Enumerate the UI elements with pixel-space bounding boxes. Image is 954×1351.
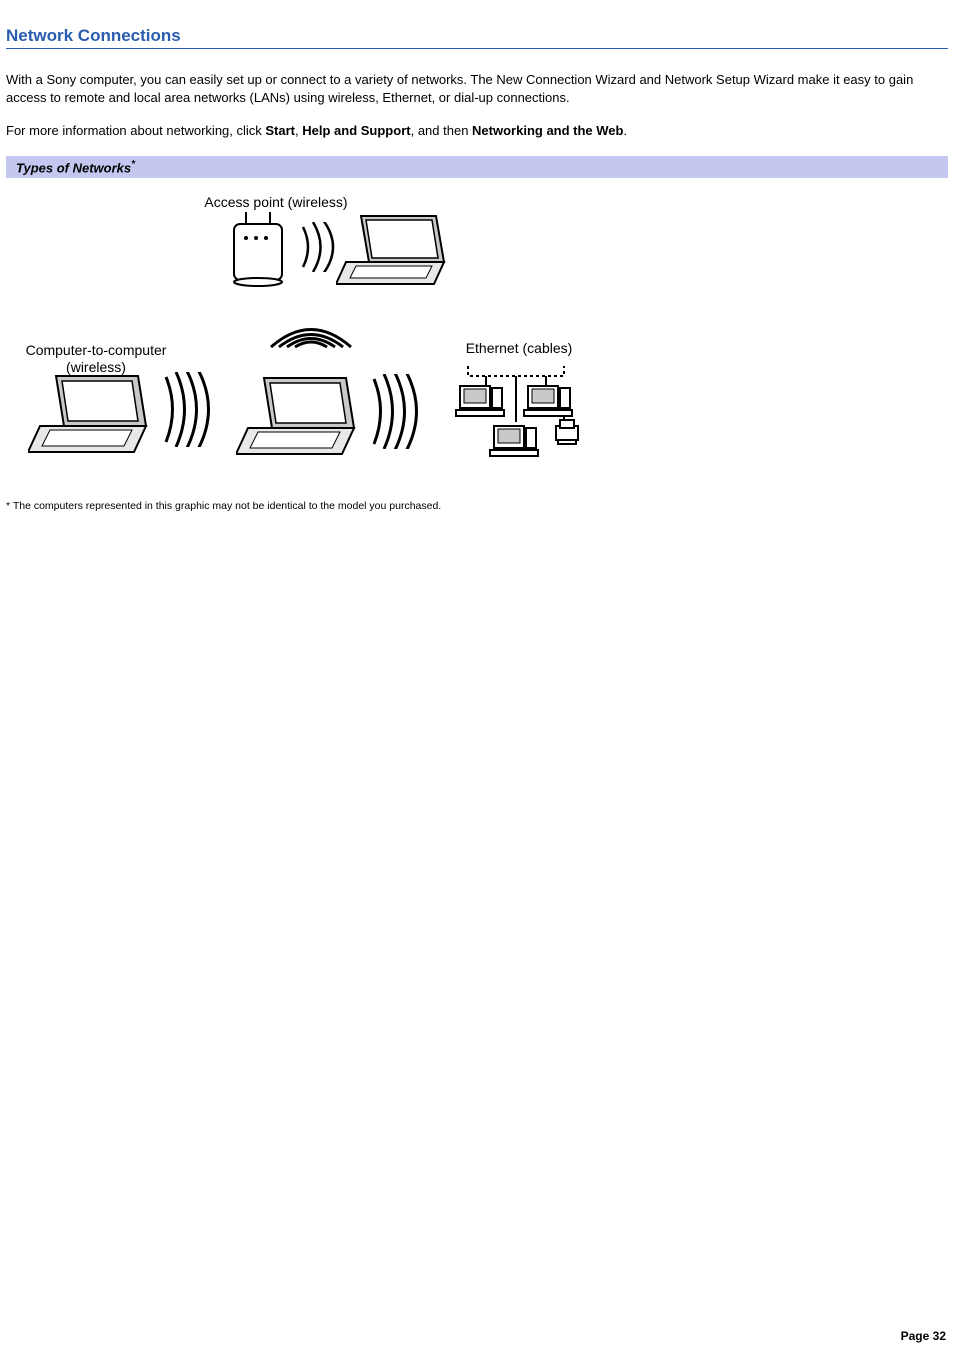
sep2: , and then [411,123,472,138]
footnote-text: * The computers represented in this grap… [6,500,948,512]
start-bold: Start [265,123,295,138]
adhoc-label: Computer-to-computer (wireless) [6,342,186,376]
adhoc-laptop-1-icon [28,372,158,460]
more-info-paragraph: For more information about networking, c… [6,122,948,140]
adhoc-laptop-1-waves-icon [161,372,221,447]
page-number: Page 32 [901,1329,946,1343]
types-of-networks-diagram: Access point (wireless) [6,182,586,482]
help-bold: Help and Support [302,123,410,138]
more-info-prefix: For more information about networking, c… [6,123,265,138]
page-title: Network Connections [6,26,948,49]
router-icon [226,210,298,290]
access-point-label: Access point (wireless) [186,194,366,210]
period: . [623,123,627,138]
ethernet-label: Ethernet (cables) [444,340,594,356]
page-container: Network Connections With a Sony computer… [0,0,954,1351]
intro-paragraph: With a Sony computer, you can easily set… [6,71,948,106]
section-heading-sup: * [131,159,135,170]
adhoc-laptop-2-icon [236,374,366,462]
section-heading-bar: Types of Networks* [6,156,948,178]
ap-laptop-icon [336,212,454,290]
section-heading-text: Types of Networks [16,160,131,175]
arc-waves-icon [261,302,361,352]
ethernet-network-icon [446,362,586,472]
netweb-bold: Networking and the Web [472,123,623,138]
adhoc-label-line1: Computer-to-computer [26,342,167,358]
adhoc-laptop-2-waves-icon [369,374,429,449]
